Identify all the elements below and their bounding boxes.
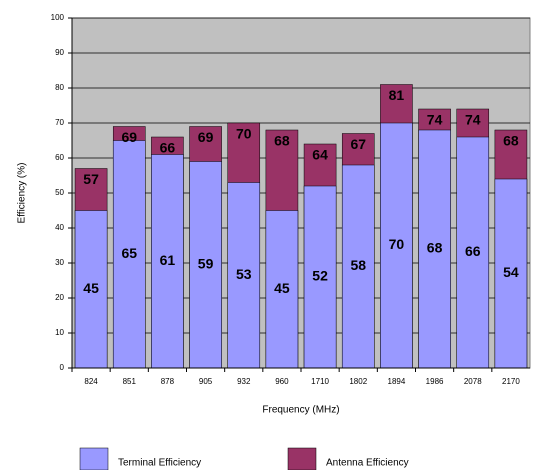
y-tick-label: 20	[55, 293, 64, 302]
y-tick-label: 90	[55, 48, 64, 57]
data-label: 45	[83, 280, 99, 296]
y-tick-label: 70	[55, 118, 64, 127]
x-tick-label: 824	[84, 377, 98, 386]
x-axis-title: Frequency (MHz)	[262, 405, 339, 416]
bar	[112, 140, 146, 369]
legend-swatch	[287, 447, 317, 470]
data-label: 70	[389, 236, 405, 252]
y-tick-label: 10	[55, 328, 64, 337]
x-tick-label: 1894	[388, 377, 406, 386]
data-label: 70	[236, 126, 252, 142]
x-tick-label: 1710	[311, 377, 329, 386]
x-tick-label: 851	[123, 377, 137, 386]
data-label: 65	[121, 245, 137, 261]
legend-label: Antenna Efficiency	[326, 458, 409, 469]
y-tick-label: 60	[55, 153, 64, 162]
x-tick-label: 960	[275, 377, 289, 386]
bar	[265, 210, 299, 369]
data-label: 45	[274, 280, 290, 296]
data-label: 64	[312, 147, 328, 163]
x-tick-label: 905	[199, 377, 213, 386]
data-label: 67	[350, 136, 366, 152]
x-tick-label: 878	[161, 377, 175, 386]
y-axis-title: Efficiency (%)	[17, 163, 28, 224]
data-label: 69	[121, 129, 137, 145]
data-label: 81	[389, 87, 405, 103]
bar	[418, 129, 451, 369]
bar	[456, 136, 490, 369]
data-label: 58	[350, 257, 366, 273]
bar	[74, 210, 108, 369]
x-tick-label: 1986	[426, 377, 444, 386]
legend-label: Terminal Efficiency	[118, 458, 201, 469]
bar	[494, 178, 528, 369]
x-tick-label: 1802	[349, 377, 367, 386]
data-label: 52	[312, 268, 328, 284]
legend-swatch	[79, 447, 109, 470]
data-label: 57	[83, 171, 99, 187]
bar	[380, 122, 413, 369]
x-tick-label: 2170	[502, 377, 520, 386]
y-tick-label: 0	[60, 363, 65, 372]
data-label: 74	[427, 112, 443, 128]
data-label: 68	[427, 240, 443, 256]
data-label: 61	[160, 252, 176, 268]
data-label: 53	[236, 266, 252, 282]
data-label: 69	[198, 129, 214, 145]
y-tick-label: 80	[55, 83, 64, 92]
data-label: 68	[274, 133, 290, 149]
y-tick-label: 50	[55, 188, 64, 197]
data-label: 66	[465, 243, 481, 259]
x-tick-label: 932	[237, 377, 251, 386]
x-tick-label: 2078	[464, 377, 482, 386]
data-label: 74	[465, 112, 481, 128]
data-label: 68	[503, 133, 519, 149]
data-label: 59	[198, 255, 214, 271]
y-tick-label: 30	[55, 258, 64, 267]
y-tick-label: 100	[51, 13, 65, 22]
bar	[151, 154, 184, 369]
bar	[341, 164, 375, 369]
data-label: 54	[503, 264, 519, 280]
bar	[227, 182, 261, 369]
bar	[189, 161, 222, 369]
data-label: 66	[160, 140, 176, 156]
y-tick-label: 40	[55, 223, 64, 232]
